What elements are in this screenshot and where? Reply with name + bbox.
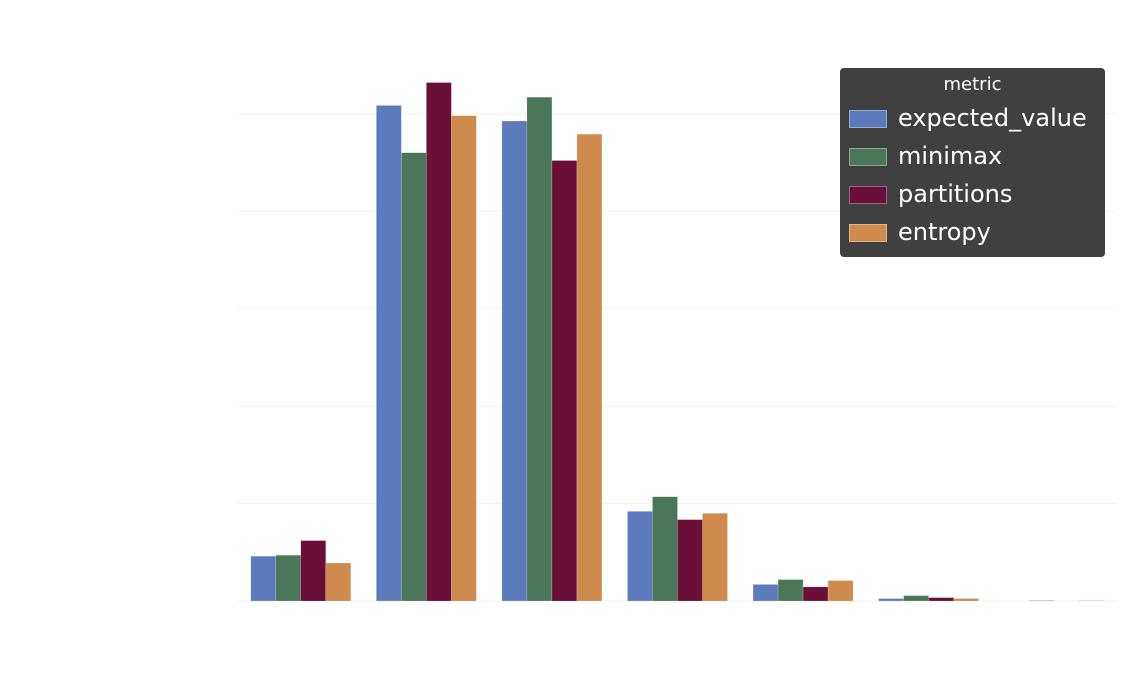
bar-expected-value-2[interactable] — [376, 105, 402, 602]
legend-label-expected-value: expected_value — [898, 104, 1087, 132]
bar-entropy-1[interactable] — [325, 562, 352, 602]
bar-minimax-2[interactable] — [401, 152, 427, 602]
bar-partitions-3[interactable] — [551, 160, 578, 602]
bar-minimax-5[interactable] — [777, 579, 804, 602]
bar-partitions-4[interactable] — [677, 519, 703, 602]
legend-label-partitions: partitions — [898, 180, 1013, 208]
legend-swatch-minimax — [849, 148, 887, 166]
bar-partitions-2[interactable] — [426, 82, 452, 602]
bar-partitions-6[interactable] — [928, 597, 954, 602]
bars — [250, 82, 1105, 602]
bar-expected-value-1[interactable] — [250, 555, 277, 602]
bar-expected-value-5[interactable] — [752, 584, 779, 602]
legend-swatch-entropy — [849, 224, 887, 242]
legend-label-entropy: entropy — [898, 218, 991, 246]
bar-expected-value-4[interactable] — [627, 511, 653, 602]
bar-partitions-5[interactable] — [802, 586, 829, 602]
legend-swatch-partitions — [849, 186, 887, 204]
bar-entropy-4[interactable] — [702, 513, 728, 602]
bar-entropy-2[interactable] — [451, 115, 477, 602]
bar-expected-value-3[interactable] — [501, 120, 528, 602]
bar-entropy-5[interactable] — [827, 580, 854, 602]
bar-minimax-6[interactable] — [903, 595, 929, 602]
bar-expected-value-6[interactable] — [878, 598, 904, 602]
bar-partitions-1[interactable] — [300, 540, 327, 602]
bar-entropy-3[interactable] — [576, 133, 603, 602]
bar-entropy-6[interactable] — [953, 598, 979, 602]
bar-minimax-1[interactable] — [275, 554, 302, 602]
legend-swatch-expected-value — [849, 110, 887, 128]
legend-label-minimax: minimax — [898, 142, 1003, 170]
bar-minimax-3[interactable] — [526, 96, 553, 602]
bar-minimax-4[interactable] — [652, 496, 678, 602]
legend-title: metric — [943, 74, 1002, 95]
